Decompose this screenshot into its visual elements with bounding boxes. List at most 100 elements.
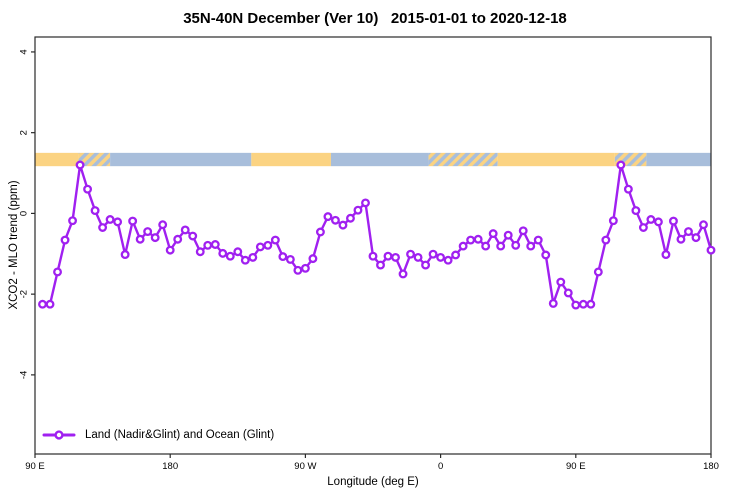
y-tick-label: -4 bbox=[19, 371, 30, 379]
data-point bbox=[481, 241, 491, 251]
data-point bbox=[135, 234, 145, 244]
legend-marker-icon bbox=[42, 430, 76, 440]
legend-circle bbox=[54, 430, 64, 440]
data-point bbox=[593, 267, 603, 277]
data-point bbox=[53, 267, 62, 277]
x-axis-ticks: 90 E 180 90 W 0 90 E 180 bbox=[25, 454, 719, 472]
data-point bbox=[188, 231, 198, 241]
data-point bbox=[113, 217, 123, 227]
data-point bbox=[173, 234, 183, 244]
data-point bbox=[330, 215, 340, 225]
data-point bbox=[128, 216, 138, 226]
data-points bbox=[38, 160, 716, 310]
plot-border bbox=[34, 36, 712, 455]
data-point bbox=[158, 220, 168, 230]
data-point bbox=[488, 229, 498, 239]
data-point bbox=[68, 216, 78, 226]
data-point bbox=[646, 215, 656, 224]
data-point bbox=[383, 251, 393, 261]
data-point bbox=[631, 206, 641, 216]
data-point bbox=[496, 241, 506, 251]
data-point bbox=[218, 248, 228, 258]
data-point bbox=[263, 240, 273, 250]
data-point bbox=[240, 255, 250, 265]
data-point bbox=[578, 299, 588, 309]
data-point bbox=[533, 235, 543, 245]
chart-title: 35N-40N December (Ver 10) 2015-01-01 to … bbox=[183, 10, 567, 27]
data-point bbox=[98, 223, 108, 232]
data-point bbox=[616, 160, 626, 170]
y-tick-label: 4 bbox=[19, 49, 30, 54]
data-point bbox=[293, 265, 303, 275]
data-point bbox=[210, 240, 220, 249]
band-segment-ocean bbox=[110, 152, 252, 167]
y-tick-label: -2 bbox=[19, 290, 30, 298]
data-point bbox=[180, 225, 190, 235]
data-point bbox=[255, 242, 265, 252]
data-point bbox=[83, 184, 93, 194]
data-point bbox=[248, 252, 258, 262]
data-point bbox=[451, 250, 461, 260]
band-segment-mixed-land bbox=[78, 152, 111, 167]
data-point bbox=[406, 249, 416, 259]
data-point bbox=[541, 250, 551, 260]
data-point bbox=[586, 299, 596, 309]
data-point bbox=[278, 252, 288, 262]
data-point bbox=[436, 252, 446, 262]
x-tick-label: 0 bbox=[438, 461, 443, 472]
x-tick-label: 180 bbox=[162, 461, 178, 472]
data-point bbox=[398, 269, 408, 279]
data-point bbox=[45, 299, 55, 309]
band-segment-land bbox=[251, 152, 331, 167]
data-point bbox=[661, 250, 671, 260]
data-point bbox=[518, 226, 528, 236]
data-point bbox=[323, 212, 333, 222]
y-axis-title: XCO2 - MLO trend (ppm) bbox=[8, 180, 20, 310]
data-point bbox=[361, 198, 370, 208]
data-point bbox=[601, 235, 611, 245]
y-axis-ticks: -4 -2 0 2 4 bbox=[19, 49, 35, 379]
legend: Land (Nadir&Glint) and Ocean (Glint) bbox=[42, 428, 274, 442]
data-point bbox=[150, 233, 160, 243]
data-point bbox=[143, 227, 153, 237]
data-point bbox=[691, 233, 701, 243]
data-point bbox=[225, 251, 235, 261]
data-point bbox=[285, 254, 295, 264]
x-tick-label: 90 W bbox=[294, 461, 316, 472]
data-point bbox=[473, 234, 483, 244]
band-segment-mixed-ocean bbox=[428, 152, 498, 167]
data-point bbox=[421, 260, 431, 270]
band-segment-land bbox=[497, 152, 615, 167]
data-point bbox=[638, 223, 648, 232]
y-tick-label: 0 bbox=[19, 211, 30, 216]
data-point bbox=[548, 298, 558, 308]
data-point bbox=[195, 247, 205, 257]
data-point bbox=[105, 215, 115, 224]
data-point bbox=[353, 205, 363, 215]
data-point bbox=[428, 249, 438, 259]
data-point bbox=[458, 241, 468, 251]
data-point bbox=[90, 206, 100, 216]
data-point bbox=[233, 247, 243, 257]
y-tick-label: 2 bbox=[19, 130, 30, 135]
data-point bbox=[346, 213, 355, 223]
data-point bbox=[503, 230, 513, 240]
data-point bbox=[668, 216, 678, 226]
x-tick-label: 90 E bbox=[566, 461, 586, 472]
data-point bbox=[571, 300, 581, 310]
surface-band bbox=[35, 152, 711, 167]
data-point bbox=[38, 299, 47, 309]
data-point bbox=[391, 252, 400, 262]
data-point bbox=[511, 240, 521, 250]
x-tick-label: 90 E bbox=[25, 461, 45, 472]
x-tick-label: 180 bbox=[703, 461, 719, 472]
data-point bbox=[75, 160, 85, 170]
data-point bbox=[270, 235, 280, 245]
data-point bbox=[368, 251, 378, 261]
data-point bbox=[623, 184, 633, 194]
data-point bbox=[60, 235, 70, 245]
data-point bbox=[699, 220, 708, 230]
data-point bbox=[338, 220, 348, 230]
